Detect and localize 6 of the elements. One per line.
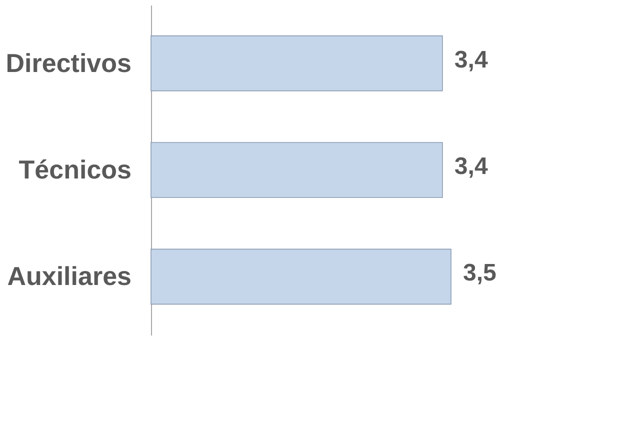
data-label: 3,5 (463, 260, 496, 287)
data-label: 3,4 (454, 153, 488, 180)
y-tick-label: Auxiliares (7, 261, 132, 292)
data-label: 3,4 (454, 46, 488, 74)
y-tick-label: Directivos (6, 48, 132, 78)
y-tick-label: Técnicos (18, 154, 132, 184)
